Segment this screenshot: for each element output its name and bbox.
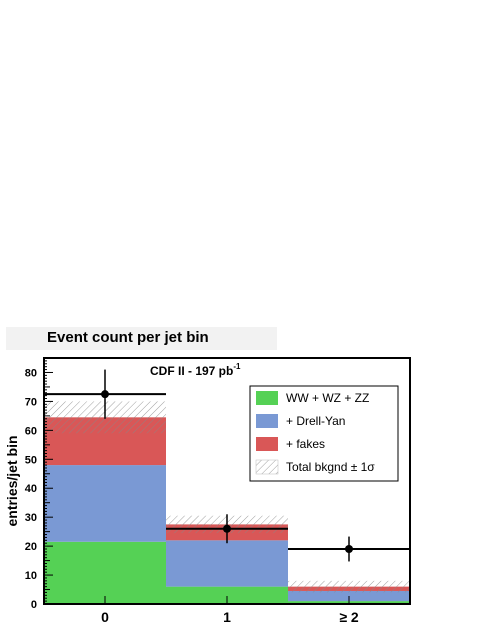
y-tick-label-0: 0 [31,599,37,611]
legend-label-ww: WW + WZ + ZZ [286,391,369,405]
y-tick-label-10: 10 [25,570,37,582]
legend: WW + WZ + ZZ + Drell-Yan + fakes Total b… [249,385,399,482]
x-tick-label-2: ≥ 2 [339,609,359,625]
data-point-0 [101,390,109,399]
legend-label-dy: + Drell-Yan [286,414,345,428]
legend-swatch-dy [256,414,278,428]
luminosity-superscript: -1 [233,362,241,371]
data-point-1 [223,524,231,533]
y-tick-label-40: 40 [25,483,37,495]
legend-swatch-bkgnd [255,459,279,475]
legend-swatch-fakes [256,437,278,451]
y-axis: 0 10 20 30 40 50 60 70 80 [25,357,53,611]
luminosity-annotation: CDF II - 197 pb-1 [150,362,241,378]
x-tick-label-1: 1 [223,609,231,625]
legend-label-bkgnd: Total bkgnd ± 1σ [286,460,375,474]
y-tick-label-20: 20 [25,541,37,553]
luminosity-text: CDF II - 197 pb [150,364,233,378]
bar-0-0 [44,541,166,604]
x-tick-label-0: 0 [101,609,109,625]
bar-1-1 [166,540,288,587]
y-tick-label-70: 70 [25,396,37,408]
uncertainty-band-2 [288,580,410,593]
y-axis-title: entries/jet bin [4,435,20,526]
data-point-2 [345,545,353,554]
x-axis: 0 1 ≥ 2 [101,596,359,625]
legend-label-fakes: + fakes [286,437,325,451]
y-tick-label-60: 60 [25,425,37,437]
y-tick-label-50: 50 [25,454,37,466]
bar-1-0 [44,465,166,542]
y-tick-label-30: 30 [25,512,37,524]
data-points-layer [44,369,410,562]
chart-title-bar: Event count per jet bin [6,327,277,350]
legend-swatch-ww [256,391,278,405]
bar-0-1 [166,586,288,604]
chart-title: Event count per jet bin [47,329,209,346]
y-tick-label-80: 80 [25,367,37,379]
